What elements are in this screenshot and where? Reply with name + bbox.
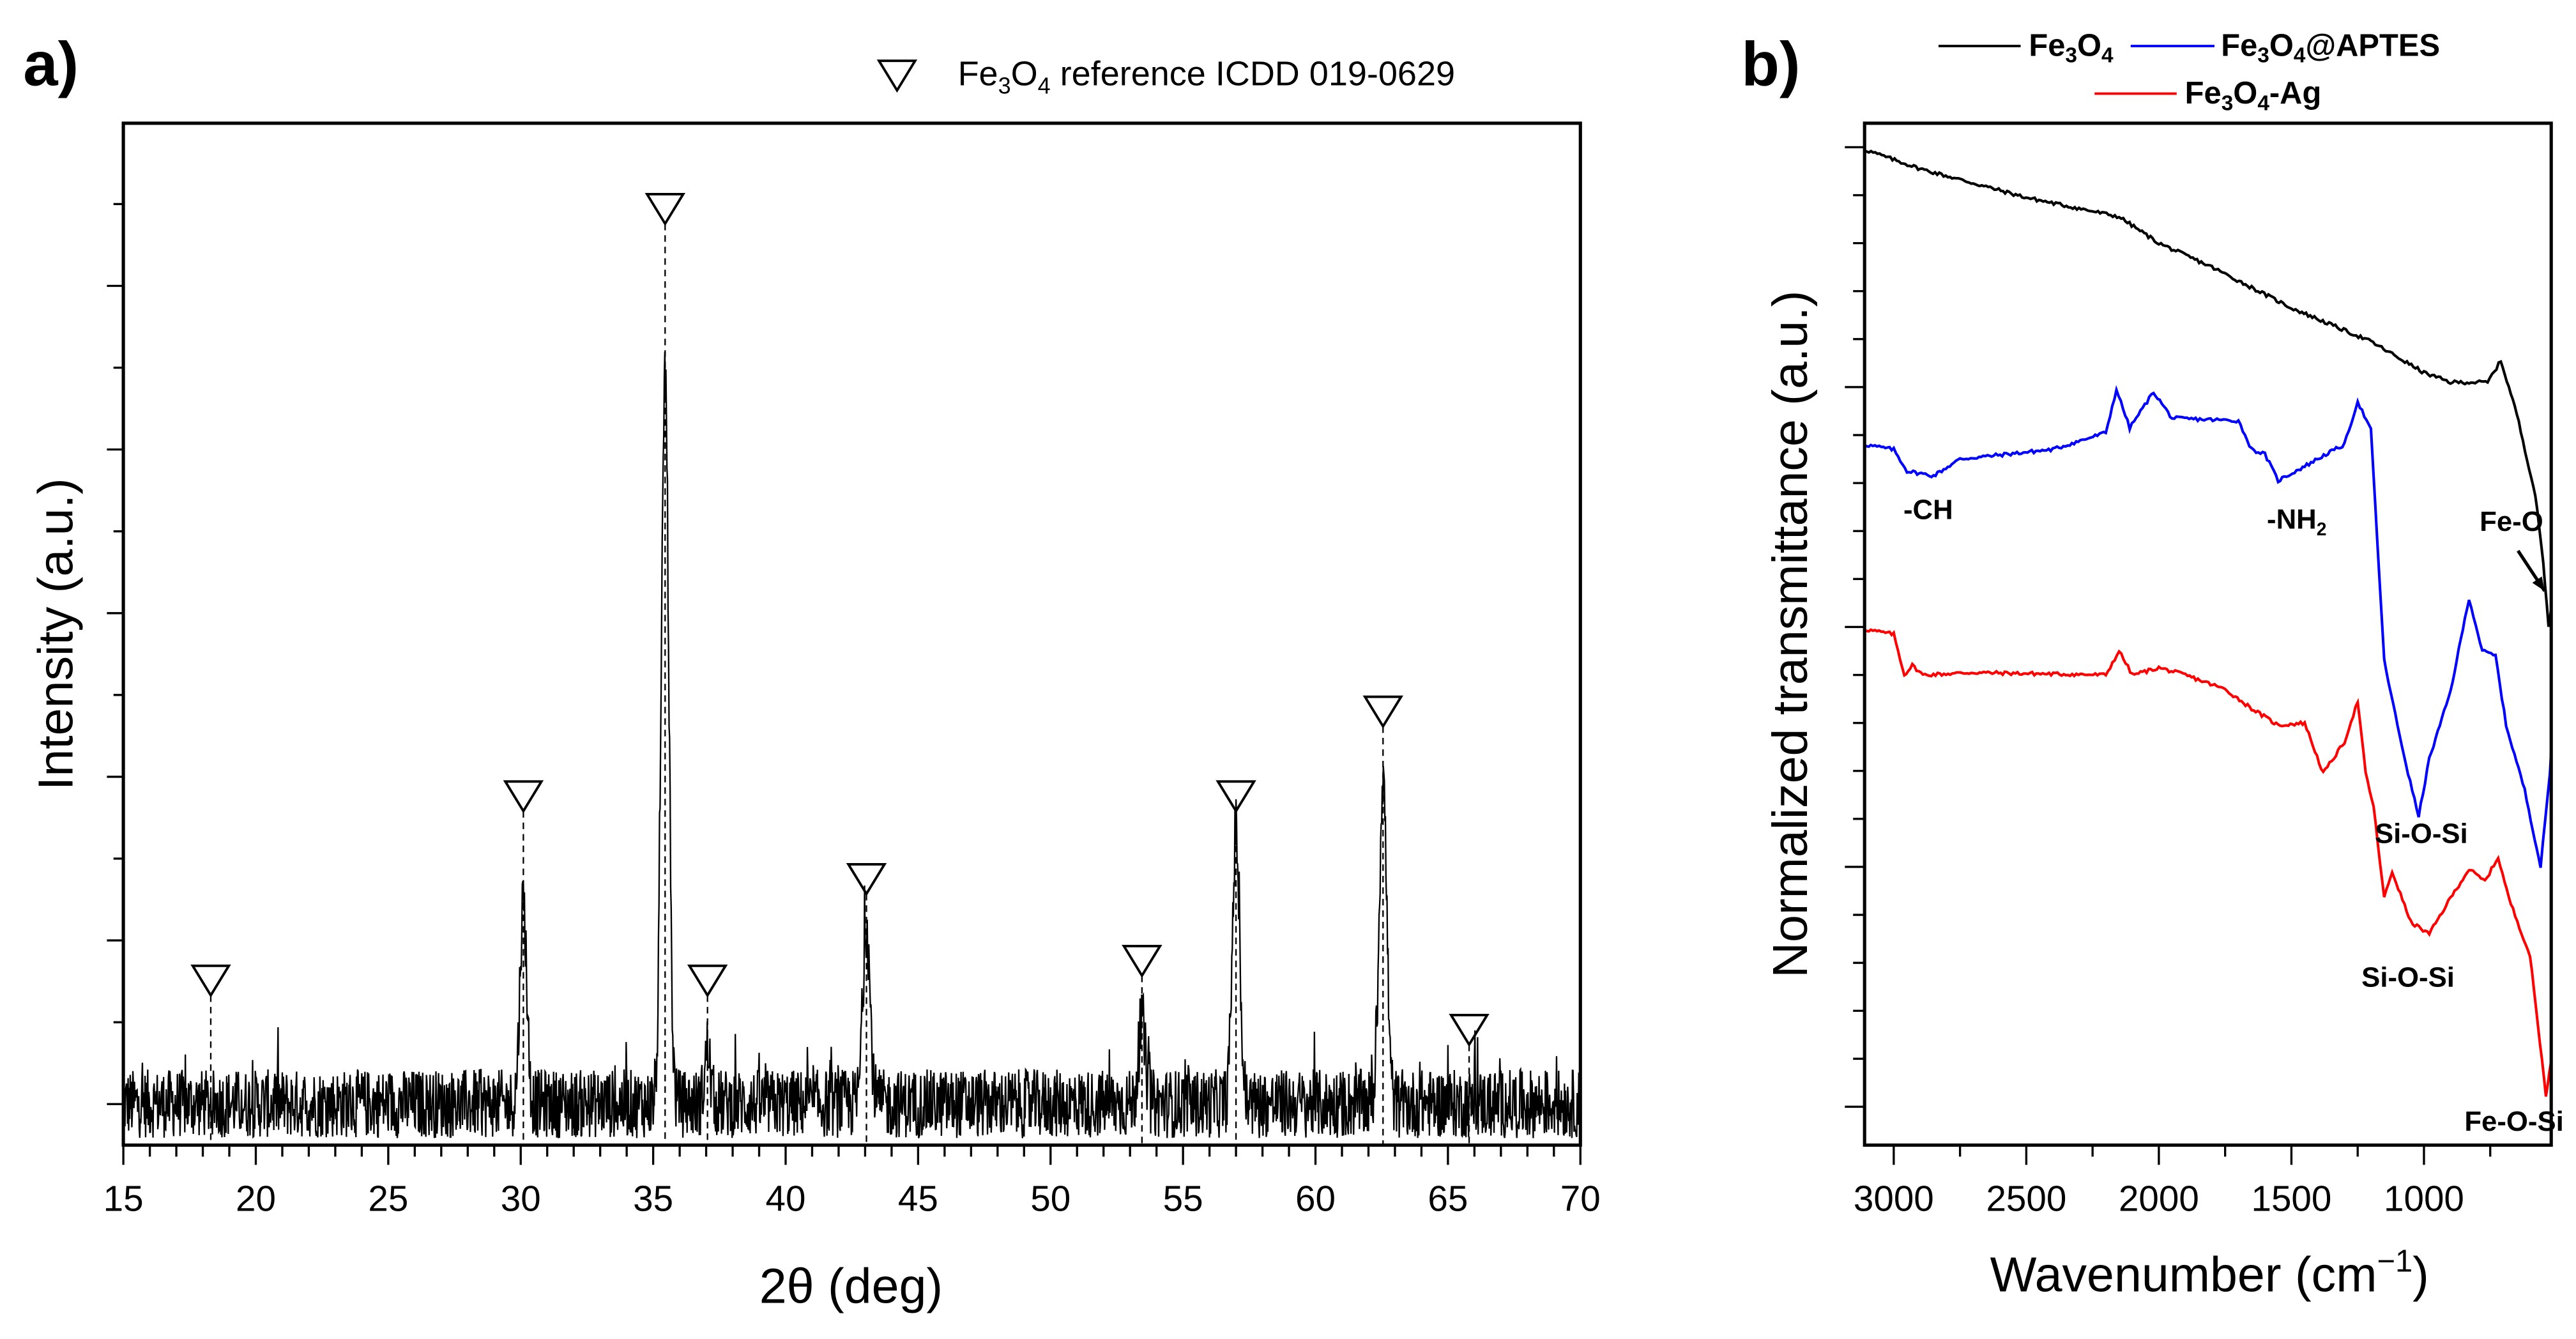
panel-b-legend: Fe3O4 Fe3O4@APTES Fe3O4-Ag xyxy=(1938,28,2440,115)
annotation-subscript: 2 xyxy=(2317,519,2327,539)
annotation-label: -CH xyxy=(1903,494,1953,525)
reference-marker-triangle xyxy=(190,964,231,998)
x-axis-title-b: Wavenumber (cm−1) xyxy=(1990,1244,2429,1303)
x-tick-label: 35 xyxy=(633,1178,673,1218)
y-axis-title-a: Intensity (a.u.) xyxy=(28,478,83,790)
arrow-head-icon xyxy=(2532,576,2545,592)
panel-b-label: b) xyxy=(1741,29,1800,99)
panel-a-frame xyxy=(121,121,1582,1147)
x-tick-label: 20 xyxy=(236,1178,276,1218)
legend-label-fe3o4-aptes: Fe3O4@APTES xyxy=(2221,28,2440,67)
annotation-text: Fe-O-Si xyxy=(2464,1106,2563,1137)
x-tick-label: 3000 xyxy=(1854,1178,1934,1218)
legend-label-fe3o4-ag: Fe3O4-Ag xyxy=(2185,76,2322,115)
x-axis-title-a: 2θ (deg) xyxy=(759,1259,943,1313)
annotation-label: Fe-O xyxy=(2480,506,2543,537)
x-tick-label: 30 xyxy=(501,1178,541,1218)
x-tick-label: 2000 xyxy=(2119,1178,2199,1218)
reference-marker-triangle xyxy=(1216,780,1256,814)
x-tick-label: 1000 xyxy=(2384,1178,2464,1218)
ftir-trace-fe3o4-aptes xyxy=(1864,385,2553,868)
reference-marker-triangle xyxy=(846,862,887,896)
annotation-label: Si-O-Si xyxy=(2375,818,2468,849)
panel-a-label: a) xyxy=(23,29,79,99)
annotation-label: Fe-O-Si xyxy=(2464,1106,2563,1137)
xrd-trace xyxy=(123,351,1581,1139)
x-tick-label: 15 xyxy=(103,1178,144,1218)
panel-b-frame xyxy=(1863,121,2553,1147)
x-tick-label: 40 xyxy=(766,1178,806,1218)
reference-marker-triangle xyxy=(503,780,544,814)
legend-label-reference: Fe3O4 reference ICDD 019-0629 xyxy=(958,55,1455,99)
ftir-trace-fe3o4-ag xyxy=(1864,628,2553,1097)
reference-marker-triangle xyxy=(1122,944,1162,978)
annotation-label: -NH2 xyxy=(2267,503,2326,539)
annotation-text: -CH xyxy=(1903,494,1953,525)
ftir-trace-fe3o4 xyxy=(1864,149,2553,627)
x-tick-label: 70 xyxy=(1560,1178,1601,1218)
reference-marker-triangle xyxy=(687,964,728,998)
panel-a: a) Fe3O4 reference ICDD 019-0629 15 20 25 3… xyxy=(23,29,1601,1314)
reference-marker-legend-icon xyxy=(876,59,918,93)
panel-a-legend: Fe3O4 reference ICDD 019-0629 xyxy=(876,55,1455,99)
x-tick-label: 1500 xyxy=(2252,1178,2332,1218)
annotation-text: Si-O-Si xyxy=(2361,962,2455,993)
x-tick-label: 2500 xyxy=(1986,1178,2066,1218)
panel-b: b) Fe3O4 Fe3O4@APTES Fe3O4-Ag 3000 2500 20… xyxy=(1741,28,2564,1302)
x-tick-label: 65 xyxy=(1428,1178,1468,1218)
x-tick-label: 50 xyxy=(1030,1178,1071,1218)
x-tick-label: 60 xyxy=(1295,1178,1336,1218)
reference-marker-triangle xyxy=(1449,1013,1490,1047)
x-tick-label: 55 xyxy=(1163,1178,1203,1218)
annotation-text: Si-O-Si xyxy=(2375,818,2468,849)
x-tick-label: 25 xyxy=(368,1178,408,1218)
annotation-text: Fe-O xyxy=(2480,506,2543,537)
annotation-text: -NH xyxy=(2267,503,2317,535)
x-tick-label: 45 xyxy=(898,1178,938,1218)
legend-label-fe3o4: Fe3O4 xyxy=(2029,28,2114,67)
annotation-label: Si-O-Si xyxy=(2361,962,2455,993)
reference-marker-triangle xyxy=(1362,695,1404,729)
reference-marker-triangle xyxy=(644,193,686,226)
y-axis-title-b: Normalized transmittance (a.u.) xyxy=(1763,291,1818,978)
